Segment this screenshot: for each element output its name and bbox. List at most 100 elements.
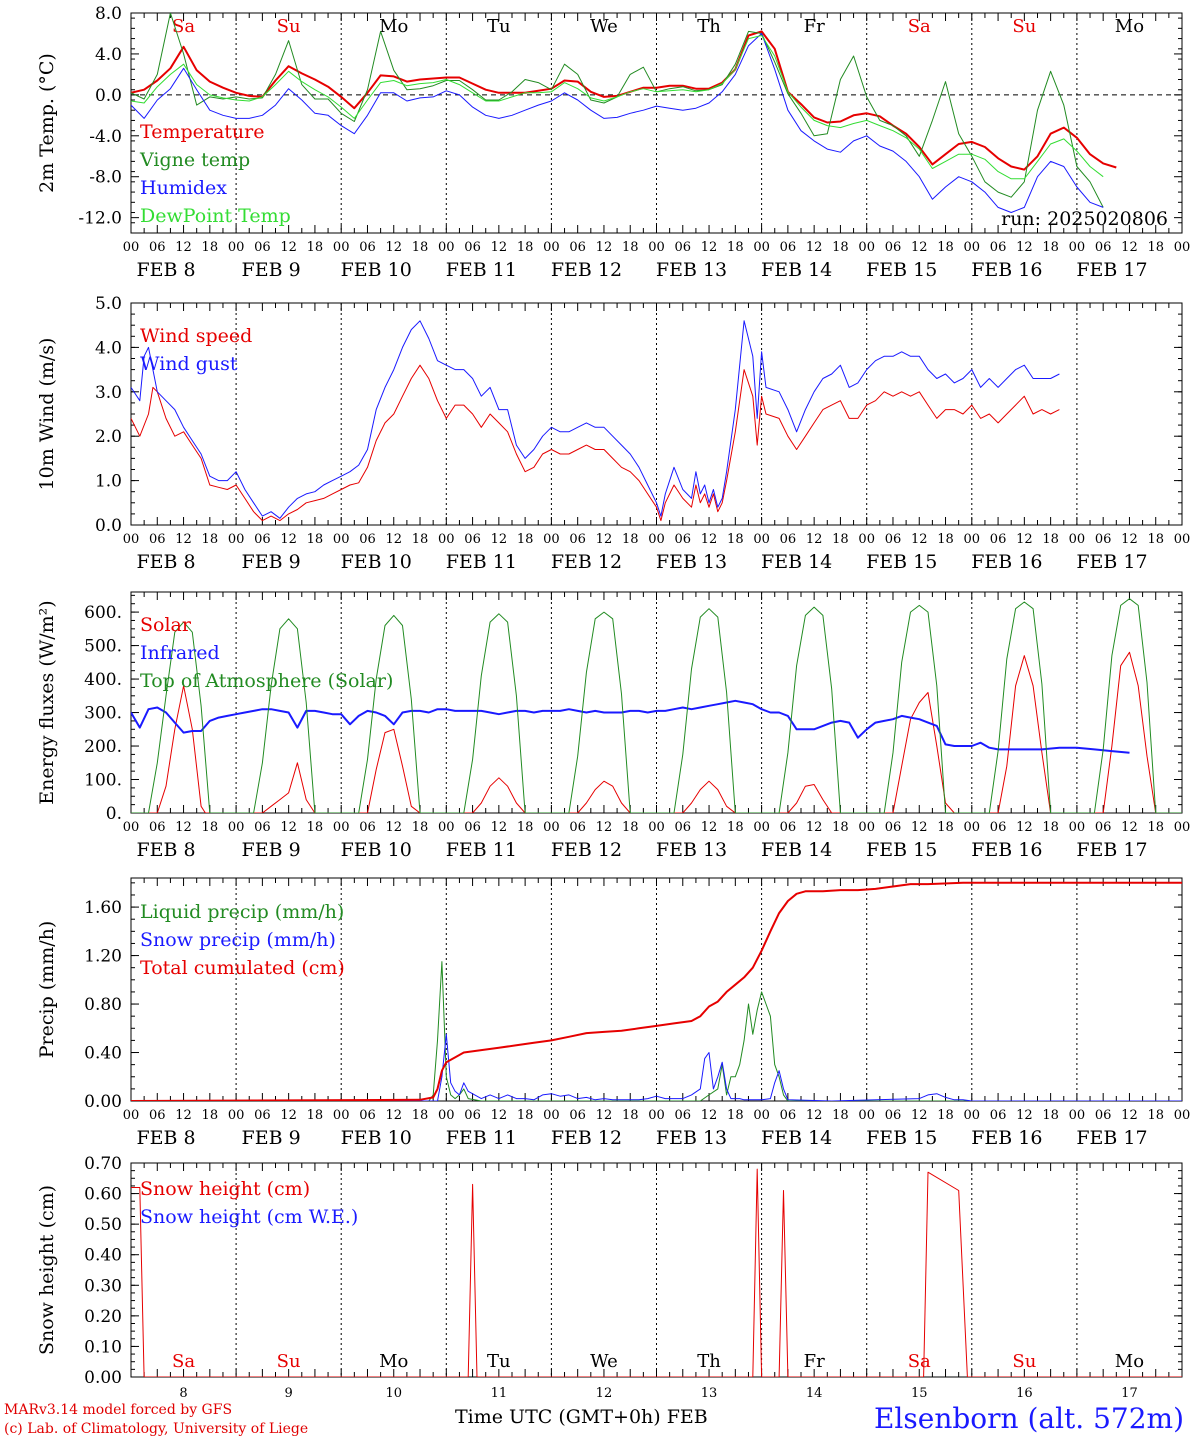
hour-tick-label: 00 <box>753 820 770 835</box>
y-tick-label: 1.20 <box>84 947 122 967</box>
day-label: FEB 8 <box>136 259 195 281</box>
hour-tick-label: 12 <box>491 820 508 835</box>
hour-tick-label: 12 <box>701 820 718 835</box>
hour-tick-label: 06 <box>1095 820 1112 835</box>
day-label: FEB 16 <box>971 259 1042 281</box>
hour-tick-label: 18 <box>727 532 744 547</box>
hour-tick-label: 12 <box>1121 240 1138 255</box>
hour-tick-label: 18 <box>622 1108 639 1123</box>
weekday-label: Fr <box>804 16 825 37</box>
hour-tick-label: 00 <box>648 820 665 835</box>
hour-tick-label: 12 <box>701 532 718 547</box>
weekday-label: Mo <box>1115 16 1144 37</box>
hour-tick-label: 06 <box>990 532 1007 547</box>
day-number-label: 12 <box>596 1386 613 1400</box>
hour-tick-label: 18 <box>727 240 744 255</box>
legend-entry: Temperature <box>140 121 264 143</box>
day-number-label: 8 <box>179 1386 187 1400</box>
y-tick-label: 4.0 <box>95 338 122 358</box>
weekday-label: Sa <box>172 1351 195 1372</box>
hour-tick-label: 18 <box>937 240 954 255</box>
y-axis-label: Snow height (cm) <box>36 1185 58 1355</box>
day-label: FEB 10 <box>341 551 412 573</box>
day-label: FEB 15 <box>866 259 937 281</box>
hour-tick-label: 18 <box>937 532 954 547</box>
hour-tick-label: 00 <box>648 532 665 547</box>
day-label: FEB 9 <box>242 1127 301 1149</box>
hour-tick-label: 06 <box>149 1108 166 1123</box>
hour-tick-label: 06 <box>359 532 376 547</box>
hour-tick-label: 00 <box>964 240 981 255</box>
hour-tick-label: 18 <box>937 1108 954 1123</box>
hour-tick-label: 18 <box>832 820 849 835</box>
day-label: FEB 11 <box>446 839 517 861</box>
day-label: FEB 11 <box>446 551 517 573</box>
series-line-solar <box>131 651 1182 813</box>
hour-tick-label: 12 <box>385 1108 402 1123</box>
legend-entry: Vigne temp <box>139 149 250 171</box>
hour-tick-label: 18 <box>832 240 849 255</box>
y-axis-label: 10m Wind (m/s) <box>36 338 58 491</box>
hour-tick-label: 00 <box>438 820 455 835</box>
hour-tick-label: 18 <box>202 820 219 835</box>
day-label: FEB 17 <box>1076 551 1147 573</box>
y-tick-label: 0.60 <box>84 1185 122 1205</box>
hour-tick-label: 12 <box>280 820 297 835</box>
hour-tick-label: 18 <box>517 532 534 547</box>
y-tick-label: 0.0 <box>95 516 122 536</box>
hour-tick-label: 00 <box>964 1108 981 1123</box>
y-tick-label: 100. <box>84 771 122 791</box>
y-tick-label: 2.0 <box>95 427 122 447</box>
series-line-wind-speed <box>131 364 1060 522</box>
weekday-label: Sa <box>908 1351 931 1372</box>
hour-tick-label: 18 <box>622 240 639 255</box>
day-label: FEB 10 <box>341 259 412 281</box>
y-tick-label: 400. <box>84 670 122 690</box>
day-number-label: 17 <box>1121 1386 1138 1400</box>
legend-entry: Snow height (cm) <box>140 1178 310 1200</box>
hour-tick-label: 12 <box>175 240 192 255</box>
hour-tick-label: 06 <box>675 240 692 255</box>
hour-tick-label: 00 <box>858 240 875 255</box>
day-label: FEB 15 <box>866 551 937 573</box>
day-label: FEB 14 <box>761 551 832 573</box>
hour-tick-label: 06 <box>149 820 166 835</box>
hour-tick-label: 06 <box>149 240 166 255</box>
hour-tick-label: 18 <box>412 532 429 547</box>
hour-tick-label: 00 <box>333 1108 350 1123</box>
hour-tick-label: 12 <box>175 820 192 835</box>
y-tick-label: 0.20 <box>84 1307 122 1327</box>
hour-tick-label: 00 <box>123 820 140 835</box>
day-label: FEB 13 <box>656 839 727 861</box>
legend-entry: Solar <box>140 614 192 636</box>
hour-tick-label: 12 <box>1121 820 1138 835</box>
y-tick-label: 4.0 <box>95 45 122 65</box>
hour-tick-label: 12 <box>701 240 718 255</box>
series-line-humidex <box>131 33 1104 213</box>
hour-tick-label: 06 <box>1095 532 1112 547</box>
hour-tick-label: 12 <box>491 1108 508 1123</box>
hour-tick-label: 18 <box>307 820 324 835</box>
hour-tick-label: 06 <box>464 240 481 255</box>
run-annotation: run: 2025020806 <box>1001 208 1168 230</box>
weekday-label: Su <box>277 16 301 37</box>
weekday-label: Tu <box>487 1351 511 1372</box>
day-number-label: 9 <box>285 1386 293 1400</box>
hour-tick-label: 12 <box>491 532 508 547</box>
hour-tick-label: 18 <box>412 1108 429 1123</box>
day-label: FEB 10 <box>341 839 412 861</box>
y-tick-label: 0.00 <box>84 1368 122 1388</box>
series-line-total-cumulated-cm- <box>131 881 1182 1101</box>
hour-tick-label: 00 <box>648 1108 665 1123</box>
panel-2: 0.0 1.0 2.0 3.0 4.0 5.0 10m Wind (m/s) 00 06 12 18… <box>36 294 1190 573</box>
hour-tick-label: 00 <box>964 820 981 835</box>
weekday-label: Fr <box>804 1351 825 1372</box>
hour-tick-label: 00 <box>123 240 140 255</box>
panel-4: 0.00 0.40 0.80 1.20 1.60 Precip (mm/h) 00 06 12 1… <box>36 877 1190 1149</box>
y-tick-label: 8.0 <box>95 4 122 24</box>
hour-tick-label: 12 <box>175 532 192 547</box>
hour-tick-label: 18 <box>1042 1108 1059 1123</box>
legend-entry: DewPoint Temp <box>140 205 291 227</box>
series-line-dewpoint-temp <box>131 35 1104 180</box>
day-label: FEB 8 <box>136 839 195 861</box>
